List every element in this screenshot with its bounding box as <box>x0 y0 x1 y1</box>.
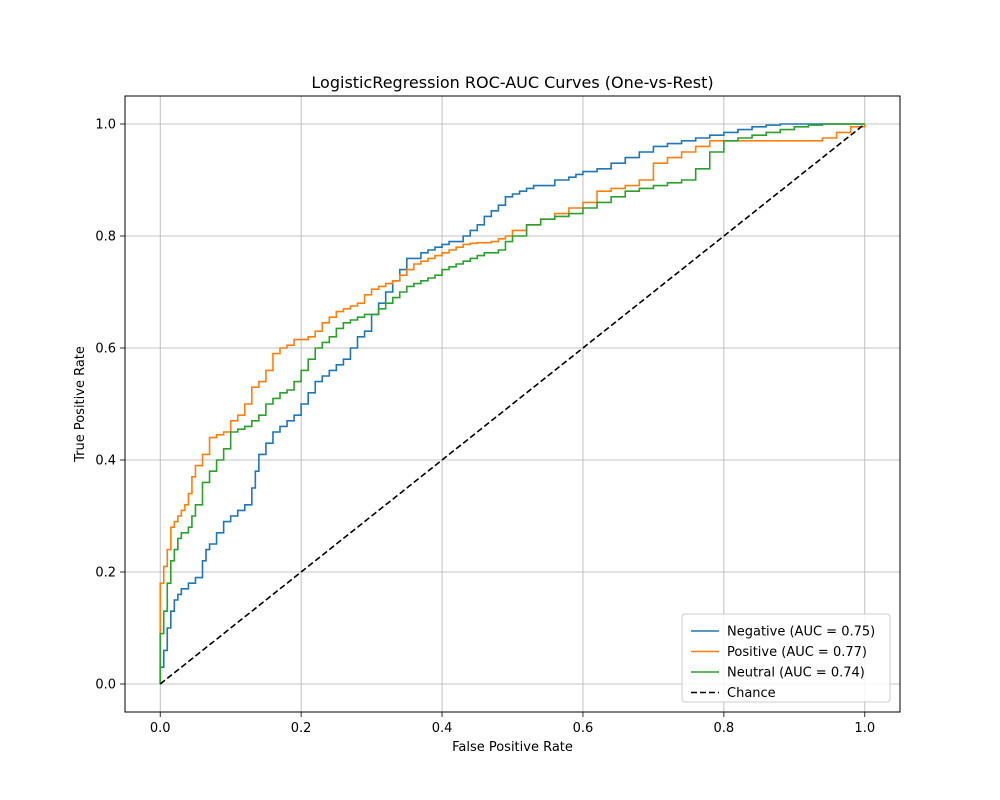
x-tick-label: 0.2 <box>291 721 312 736</box>
legend: Negative (AUC = 0.75) Positive (AUC = 0.7… <box>681 613 891 703</box>
y-tick-label: 0.8 <box>95 230 116 245</box>
x-tick-label: 1.0 <box>854 721 875 736</box>
x-tick-label: 0.6 <box>573 721 594 736</box>
y-tick-label: 1.0 <box>95 118 116 133</box>
legend-entry-label: Negative (AUC = 0.75) <box>727 625 875 640</box>
x-tick-label: 0.0 <box>150 721 171 736</box>
legend-entry-label: Positive (AUC = 0.77) <box>727 645 867 660</box>
plot-area-frame <box>124 95 901 713</box>
x-tick-label: 0.4 <box>432 721 453 736</box>
y-axis-label: True Positive Rate <box>73 346 88 463</box>
x-tick-label: 0.8 <box>714 721 735 736</box>
y-tick-label: 0.4 <box>95 454 116 469</box>
y-tick-label: 0.2 <box>95 566 116 581</box>
legend-entry-label: Neutral (AUC = 0.74) <box>727 666 865 681</box>
series-line-3 <box>159 123 866 685</box>
chart-title: LogisticRegression ROC-AUC Curves (One-v… <box>311 73 713 92</box>
series-lines <box>159 123 866 685</box>
series-line-2 <box>159 123 865 684</box>
y-tick-label: 0.6 <box>95 342 116 357</box>
x-axis-label: False Positive Rate <box>452 740 573 755</box>
series-line-1 <box>159 124 866 684</box>
y-tick-label: 0.0 <box>95 678 116 693</box>
legend-box <box>681 613 891 703</box>
legend-entry-label: Chance <box>727 686 776 701</box>
axis-ticks: 0.0 0.2 0.4 0.6 0.8 1.0 0.0 0.2 0.4 0.6 0.8 1.0 <box>95 118 875 737</box>
